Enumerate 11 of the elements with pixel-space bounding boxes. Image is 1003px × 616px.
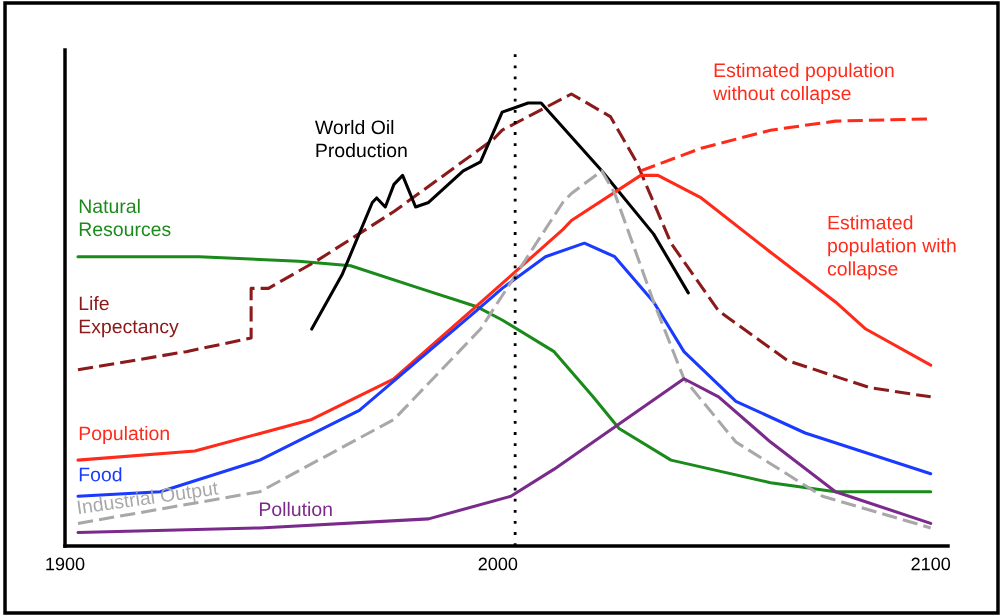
series-label: World Oil Production xyxy=(314,119,407,158)
series-label: Population xyxy=(79,425,169,445)
series-label: Estimated population without collapse xyxy=(713,62,894,105)
series-label: Life Expectancy xyxy=(79,296,179,338)
annotation: Estimated population with collapse xyxy=(827,215,956,280)
series-label: Food xyxy=(79,467,122,482)
x-tick-label: 2100 xyxy=(911,557,951,571)
x-tick-label: 1900 xyxy=(46,557,85,571)
x-tick-label: 2000 xyxy=(478,557,518,571)
series-label: Pollution xyxy=(259,501,332,517)
series-label: Natural Resources xyxy=(79,198,171,237)
